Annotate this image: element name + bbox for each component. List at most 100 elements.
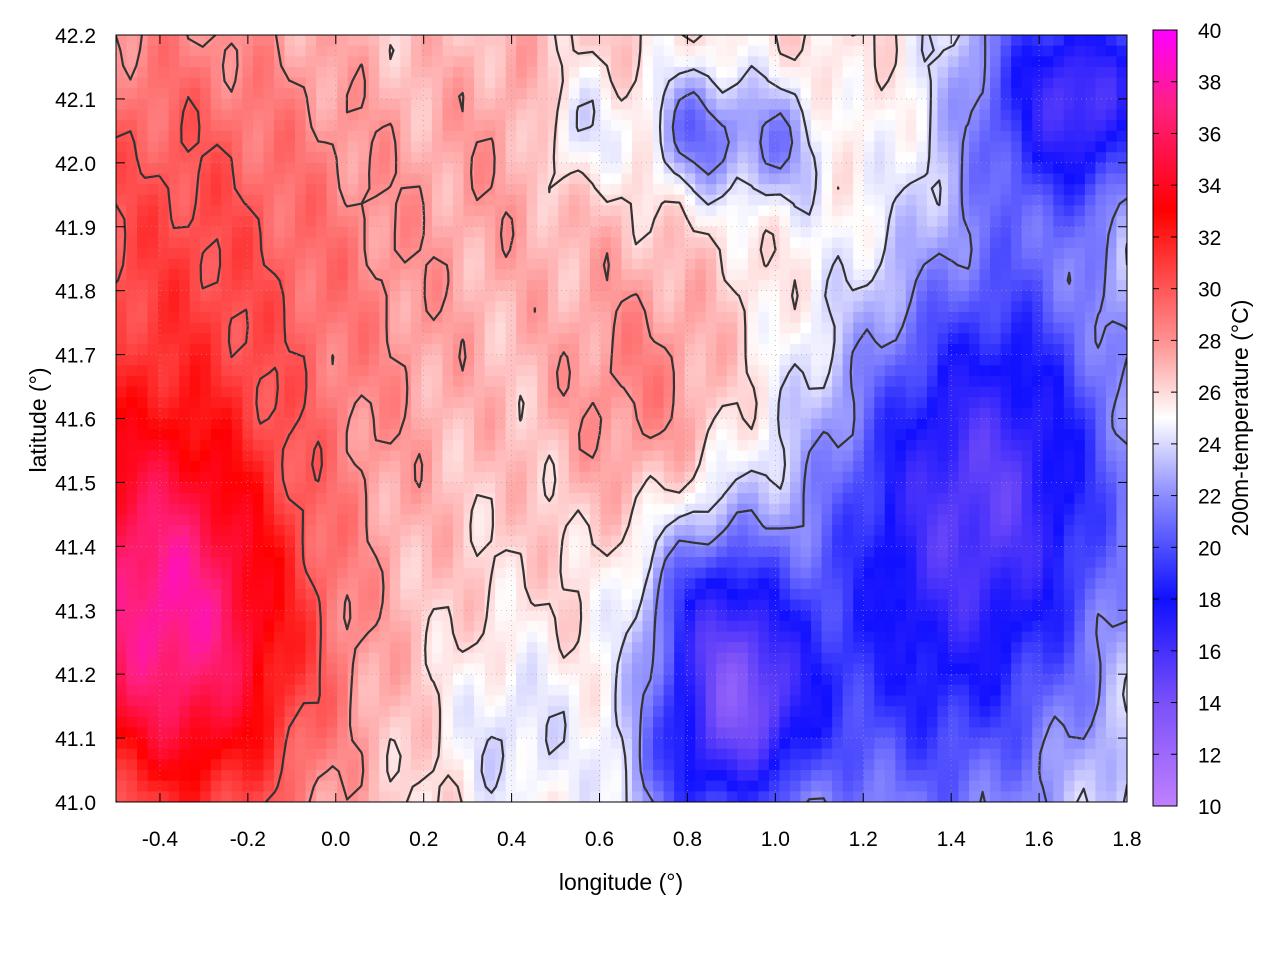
heatmap-cell [589, 407, 602, 420]
heatmap-cell [610, 120, 623, 132]
heatmap-cell [147, 290, 159, 302]
heatmap-cell [737, 35, 749, 47]
heatmap-cell [621, 748, 633, 760]
heatmap-cell [653, 450, 665, 462]
heatmap-cell [358, 45, 370, 57]
heatmap-cell [632, 567, 644, 579]
heatmap-cell [790, 130, 802, 143]
heatmap-cell [495, 770, 507, 782]
heatmap-cell [358, 98, 370, 111]
heatmap-cell [653, 152, 665, 164]
heatmap-cell [273, 631, 286, 643]
heatmap-cell [579, 397, 591, 409]
heatmap-cell [768, 354, 781, 366]
heatmap-cell [589, 205, 602, 217]
heatmap-cell [768, 620, 781, 633]
heatmap-cell [779, 738, 791, 750]
heatmap-cell [284, 173, 296, 185]
heatmap-cell [621, 599, 633, 611]
heatmap-cell [663, 311, 675, 324]
heatmap-cell [189, 397, 201, 409]
heatmap-cell [347, 194, 359, 207]
heatmap-cell [537, 35, 549, 47]
heatmap-cell [747, 375, 760, 388]
heatmap-cell [337, 546, 349, 558]
heatmap-cell [516, 269, 528, 281]
heatmap-cell [705, 759, 717, 771]
heatmap-cell [758, 269, 770, 281]
heatmap-cell [779, 578, 791, 590]
heatmap-cell [210, 407, 222, 420]
heatmap-cell [389, 365, 401, 377]
heatmap-cell [621, 663, 633, 675]
heatmap-cell [200, 535, 212, 547]
heatmap-cell [116, 269, 128, 281]
heatmap-cell [442, 610, 454, 622]
heatmap-cell [821, 599, 833, 611]
heatmap-cell [716, 503, 728, 515]
heatmap-cell [495, 109, 507, 121]
heatmap-cell [747, 322, 760, 334]
heatmap-cell [137, 535, 149, 547]
heatmap-cell [726, 450, 738, 462]
heatmap-cell [252, 652, 265, 665]
heatmap-cell [158, 791, 170, 802]
heatmap-cell [400, 546, 412, 558]
heatmap-cell [410, 333, 423, 345]
heatmap-cell [779, 269, 791, 281]
heatmap-cell [252, 56, 265, 68]
heatmap-cell [410, 461, 423, 473]
heatmap-cell [168, 375, 180, 388]
heatmap-cell [821, 269, 833, 281]
heatmap-cell [368, 365, 380, 377]
heatmap-cell [737, 748, 749, 760]
heatmap-cell [484, 35, 496, 47]
heatmap-cell [790, 556, 802, 569]
heatmap-cell [295, 130, 307, 143]
heatmap-cell [179, 610, 191, 622]
heatmap-cell [484, 397, 496, 409]
heatmap-cell [600, 152, 612, 164]
heatmap-cell [326, 695, 338, 707]
heatmap-cell [516, 152, 528, 164]
heatmap-cell [663, 194, 675, 207]
heatmap-cell [210, 354, 222, 366]
heatmap-cell [537, 88, 549, 100]
heatmap-cell [579, 311, 591, 324]
heatmap-cell [326, 738, 338, 750]
heatmap-cell [358, 748, 370, 760]
heatmap-cell [684, 120, 696, 132]
heatmap-cell [558, 418, 570, 430]
heatmap-cell [453, 471, 465, 484]
heatmap-cell [179, 365, 191, 377]
heatmap-cell [568, 226, 580, 238]
heatmap-cell [252, 567, 265, 579]
heatmap-cell [484, 780, 496, 792]
heatmap-cell [273, 280, 286, 292]
heatmap-cell [316, 343, 328, 356]
heatmap-cell [337, 269, 349, 281]
heatmap-cell [126, 162, 138, 175]
heatmap-cell [463, 706, 475, 718]
heatmap-cell [368, 471, 380, 484]
heatmap-cell [421, 280, 433, 292]
heatmap-cell [474, 280, 486, 292]
heatmap-cell [421, 450, 433, 462]
heatmap-cell [526, 546, 538, 558]
heatmap-cell [189, 429, 201, 441]
heatmap-cell [221, 173, 233, 185]
heatmap-cell [189, 45, 201, 57]
heatmap-cell [663, 588, 675, 601]
heatmap-cell [305, 514, 317, 526]
heatmap-cell [252, 152, 265, 164]
heatmap-cell [600, 280, 612, 292]
heatmap-cell [368, 503, 380, 515]
heatmap-cell [674, 152, 686, 164]
heatmap-cell [263, 429, 275, 441]
heatmap-cell [663, 322, 675, 334]
heatmap-cell [716, 684, 728, 697]
heatmap-cell [579, 226, 591, 238]
heatmap-cell [653, 620, 665, 633]
heatmap-cell [368, 770, 380, 782]
heatmap-cell [484, 727, 496, 739]
